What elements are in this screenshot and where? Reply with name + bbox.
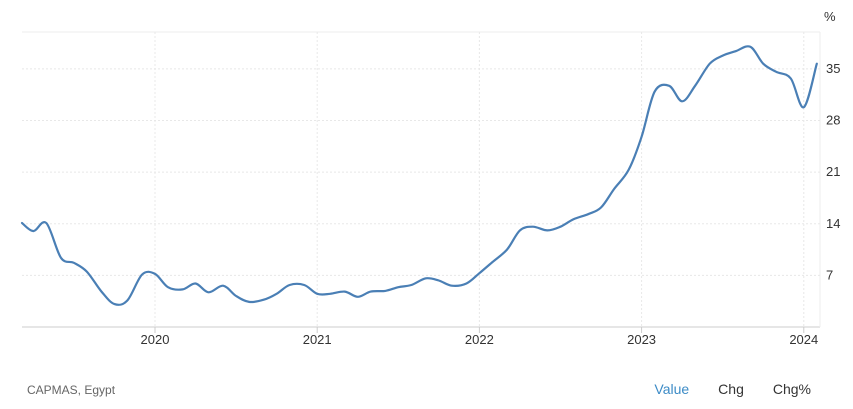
y-tick-label: 35 — [826, 61, 840, 76]
x-tick-label: 2022 — [465, 332, 494, 347]
x-tick-label: 2021 — [303, 332, 332, 347]
y-tick-label: 14 — [826, 216, 840, 231]
y-tick-label: 28 — [826, 113, 840, 128]
x-tick-label: 2023 — [627, 332, 656, 347]
x-tick-label: 2020 — [141, 332, 170, 347]
x-tick-label: 2024 — [789, 332, 818, 347]
y-tick-label: 7 — [826, 267, 833, 282]
tab-value[interactable]: Value — [654, 381, 690, 397]
grid-lines — [22, 31, 821, 333]
y-tick-label: 21 — [826, 164, 840, 179]
inflation-line-chart: 2020 2021 2022 2023 2024 7 14 21 28 35 % — [20, 9, 840, 347]
y-axis-unit-label: % — [824, 9, 836, 24]
chart-footer: CAPMAS, Egypt Value Chg Chg% — [0, 372, 853, 409]
source-label: CAPMAS, Egypt — [27, 383, 116, 397]
series-group — [20, 45, 818, 307]
tab-chg[interactable]: Chg — [718, 381, 744, 397]
series-line — [20, 45, 818, 307]
x-axis-ticks: 2020 2021 2022 2023 2024 — [141, 332, 819, 347]
tab-chg-percent[interactable]: Chg% — [772, 381, 811, 397]
view-tabs: Value Chg Chg% — [654, 381, 811, 397]
y-axis-ticks: 7 14 21 28 35 — [826, 61, 840, 283]
